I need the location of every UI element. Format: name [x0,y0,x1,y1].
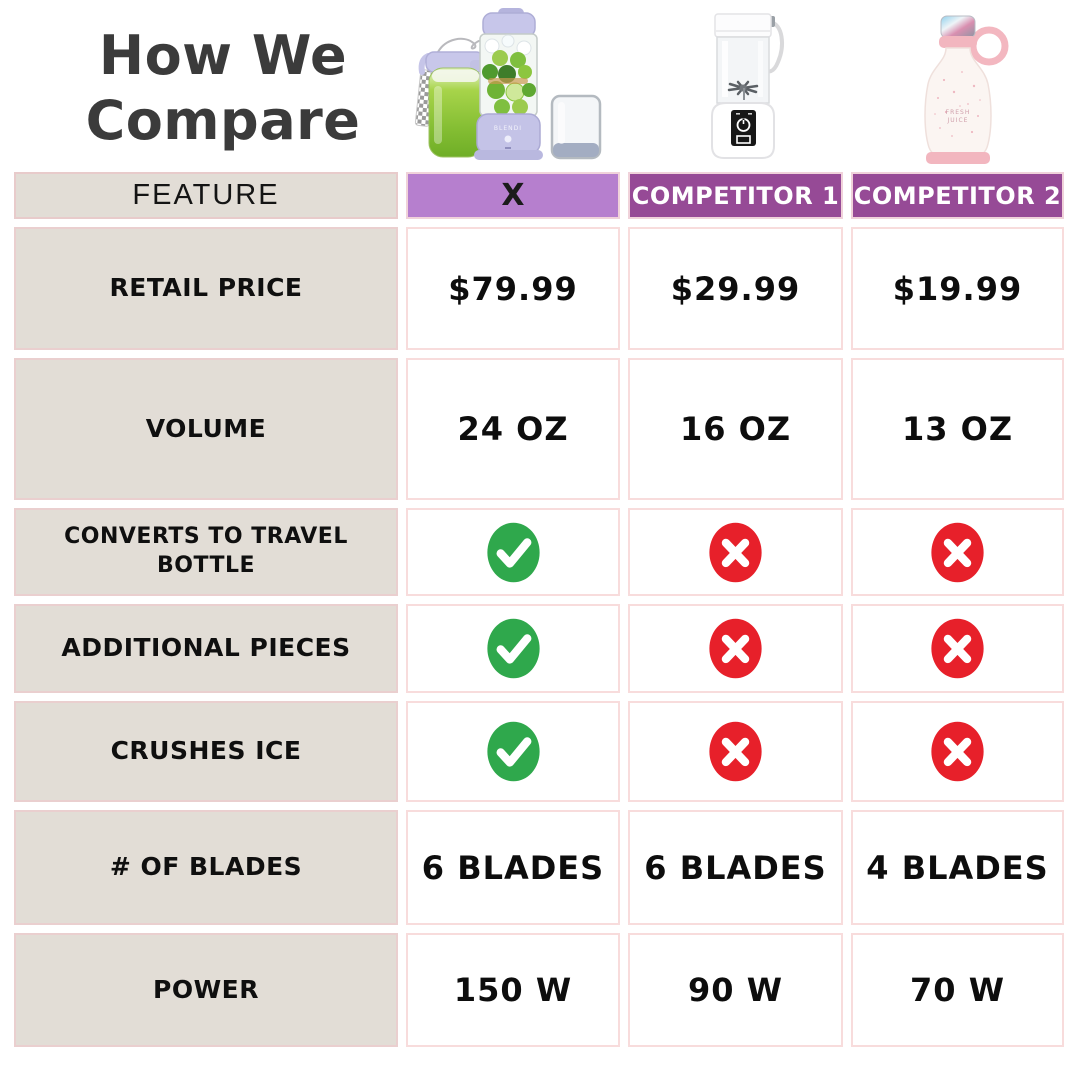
feature-label: RETAIL PRICE [14,227,398,350]
product-image-x: BLENDI [412,8,604,164]
icon-cell-x [406,604,620,693]
cross-circle-icon [931,721,984,782]
feature-label: # OF BLADES [14,810,398,925]
value-cell-competitor2: 4 BLADES [851,810,1064,925]
value-cell-x: 6 BLADES [406,810,620,925]
icon-cell-x [406,701,620,802]
comparison-table: FEATURE X COMPETITOR 1 COMPETITOR 2 RETAIL P… [14,172,1064,1047]
value-cell-competitor1: $29.99 [628,227,843,350]
check-circle-icon [486,721,540,782]
icon-cell-competitor2 [851,701,1064,802]
cross-circle-icon [931,522,984,582]
feature-label: VOLUME [14,358,398,500]
icon-cell-competitor1 [628,701,843,802]
value-cell-competitor2: $19.99 [851,227,1064,350]
svg-text:BLENDI: BLENDI [494,125,522,132]
value-cell-competitor2: 13 OZ [851,358,1064,500]
title-line-1: How We [98,24,348,87]
value-cell-competitor1: 90 W [628,933,843,1047]
feature-label: CRUSHES ICE [14,701,398,802]
check-circle-icon [486,618,540,679]
icon-cell-competitor2 [851,508,1064,596]
icon-cell-competitor1 [628,604,843,693]
column-header-competitor1: COMPETITOR 1 [628,172,843,219]
product-image-competitor-2: FRESH JUICE [910,14,1012,164]
value-cell-competitor1: 16 OZ [628,358,843,500]
feature-label: ADDITIONAL PIECES [14,604,398,693]
check-circle-icon [486,522,540,582]
value-cell-x: 24 OZ [406,358,620,500]
cross-circle-icon [709,618,762,679]
page-title: How We Compare [26,24,420,154]
cross-circle-icon [709,721,762,782]
product-image-competitor-1 [708,12,786,164]
feature-label: CONVERTS TO TRAVEL BOTTLE [14,508,398,596]
value-cell-x: $79.99 [406,227,620,350]
icon-cell-competitor1 [628,508,843,596]
icon-cell-x [406,508,620,596]
title-line-2: Compare [85,88,361,152]
icon-cell-competitor2 [851,604,1064,693]
column-header-x: X [406,172,620,219]
value-cell-x: 150 W [406,933,620,1047]
column-header-competitor2: COMPETITOR 2 [851,172,1064,219]
feature-column-header: FEATURE [14,172,398,219]
svg-text:JUICE: JUICE [947,117,969,124]
value-cell-competitor2: 70 W [851,933,1064,1047]
cross-circle-icon [709,522,762,582]
cross-circle-icon [931,618,984,679]
value-cell-competitor1: 6 BLADES [628,810,843,925]
feature-label: POWER [14,933,398,1047]
svg-text:FRESH: FRESH [946,109,971,116]
